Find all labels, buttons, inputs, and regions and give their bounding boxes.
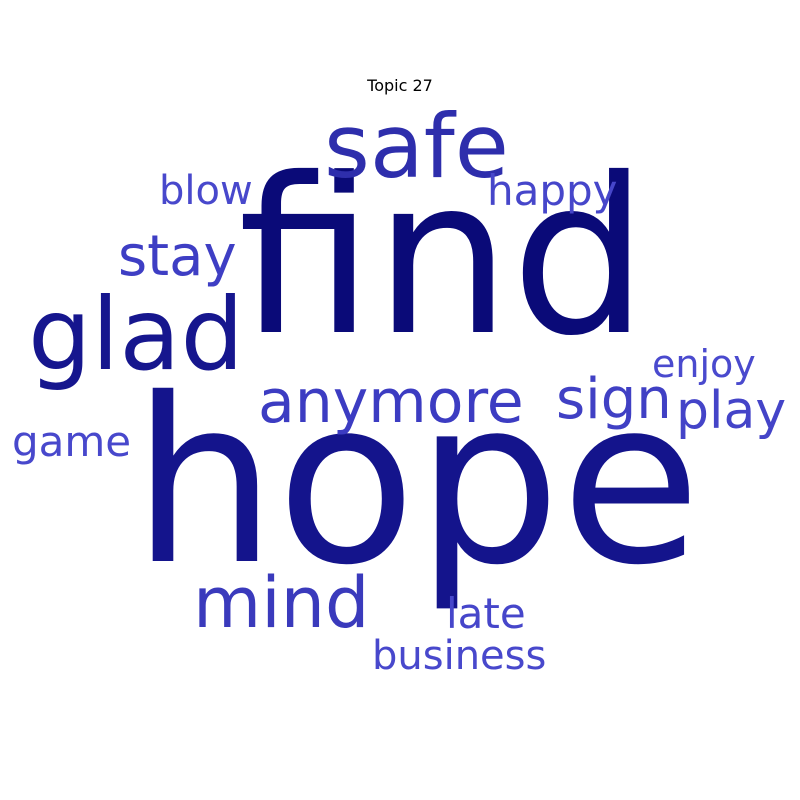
word-enjoy: enjoy [652,342,756,386]
chart-title: Topic 27 [367,76,433,95]
word-sign: sign [556,367,672,432]
word-late: late [446,589,526,638]
word-happy: happy [487,166,618,215]
word-mind: mind [193,562,370,644]
word-game: game [12,417,132,466]
word-find: find [238,132,649,383]
word-anymore: anymore [258,367,524,437]
word-safe: safe [324,95,509,198]
word-hope: hope [132,349,701,615]
word-glad: glad [28,276,245,393]
word-blow: blow [159,168,253,214]
word-play: play [676,381,787,441]
word-stay: stay [118,224,237,289]
word-business: business [372,633,547,679]
